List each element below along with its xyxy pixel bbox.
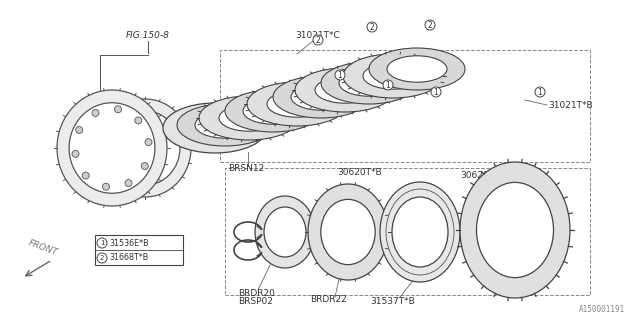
- Bar: [225, 168, 590, 295]
- Ellipse shape: [273, 76, 369, 118]
- Circle shape: [141, 163, 148, 170]
- Text: 2: 2: [316, 36, 321, 44]
- Ellipse shape: [369, 48, 465, 90]
- Text: 31021T*B: 31021T*B: [548, 100, 593, 109]
- Ellipse shape: [57, 90, 167, 206]
- Circle shape: [125, 180, 132, 187]
- Text: 1: 1: [538, 87, 542, 97]
- Circle shape: [72, 150, 79, 157]
- Circle shape: [367, 22, 377, 32]
- Text: 31021T*C: 31021T*C: [295, 30, 340, 39]
- Circle shape: [135, 117, 142, 124]
- Ellipse shape: [295, 68, 395, 112]
- Ellipse shape: [339, 70, 399, 96]
- Text: 30620T*B: 30620T*B: [338, 167, 382, 177]
- Circle shape: [82, 172, 89, 179]
- Ellipse shape: [177, 104, 273, 146]
- Ellipse shape: [363, 63, 423, 89]
- Text: FIG.150-13: FIG.150-13: [490, 281, 540, 290]
- Ellipse shape: [225, 90, 321, 132]
- Circle shape: [335, 70, 345, 80]
- Ellipse shape: [264, 207, 306, 257]
- Circle shape: [425, 20, 435, 30]
- Ellipse shape: [477, 182, 554, 277]
- Text: 31668T*B: 31668T*B: [109, 253, 148, 262]
- Ellipse shape: [267, 91, 327, 117]
- Ellipse shape: [380, 182, 460, 282]
- Ellipse shape: [219, 105, 279, 131]
- Ellipse shape: [255, 196, 315, 268]
- Ellipse shape: [247, 82, 347, 126]
- Ellipse shape: [387, 56, 447, 82]
- Text: 2: 2: [100, 255, 104, 261]
- Circle shape: [145, 139, 152, 146]
- Circle shape: [535, 87, 545, 97]
- Ellipse shape: [243, 98, 303, 124]
- Bar: [95, 235, 183, 265]
- Bar: [220, 50, 590, 162]
- Ellipse shape: [392, 197, 448, 267]
- Ellipse shape: [99, 99, 191, 197]
- Circle shape: [97, 238, 107, 248]
- Ellipse shape: [195, 112, 255, 138]
- Ellipse shape: [69, 103, 155, 193]
- Ellipse shape: [321, 62, 417, 104]
- Text: 31536E*B: 31536E*B: [109, 238, 148, 247]
- Circle shape: [102, 183, 109, 190]
- Text: 2: 2: [370, 22, 374, 31]
- Text: 30620T*B: 30620T*B: [460, 171, 504, 180]
- Circle shape: [313, 35, 323, 45]
- Circle shape: [115, 106, 122, 113]
- Ellipse shape: [321, 199, 375, 265]
- Ellipse shape: [343, 54, 443, 98]
- Text: 1: 1: [100, 240, 104, 246]
- Circle shape: [383, 80, 393, 90]
- Text: 1: 1: [434, 87, 438, 97]
- Circle shape: [76, 126, 83, 133]
- Text: BRSP02: BRSP02: [238, 297, 273, 306]
- Circle shape: [97, 253, 107, 263]
- Ellipse shape: [291, 84, 351, 110]
- Text: A150001191: A150001191: [579, 306, 625, 315]
- Ellipse shape: [110, 111, 180, 185]
- Circle shape: [431, 87, 441, 97]
- Ellipse shape: [315, 77, 375, 103]
- Text: BRDR22: BRDR22: [310, 295, 347, 305]
- Text: FIG.150-8: FIG.150-8: [126, 30, 170, 39]
- Text: BRSN12: BRSN12: [228, 164, 264, 172]
- Text: 2: 2: [428, 20, 433, 29]
- Text: FRONT: FRONT: [27, 238, 59, 257]
- Text: 31537T*B: 31537T*B: [370, 297, 415, 306]
- Text: 1: 1: [338, 70, 342, 79]
- Circle shape: [92, 109, 99, 116]
- Ellipse shape: [180, 113, 250, 143]
- Text: 1: 1: [386, 81, 390, 90]
- Ellipse shape: [308, 184, 388, 280]
- Ellipse shape: [460, 162, 570, 298]
- Text: BRDR20: BRDR20: [238, 290, 275, 299]
- Ellipse shape: [163, 103, 267, 153]
- Ellipse shape: [199, 96, 299, 140]
